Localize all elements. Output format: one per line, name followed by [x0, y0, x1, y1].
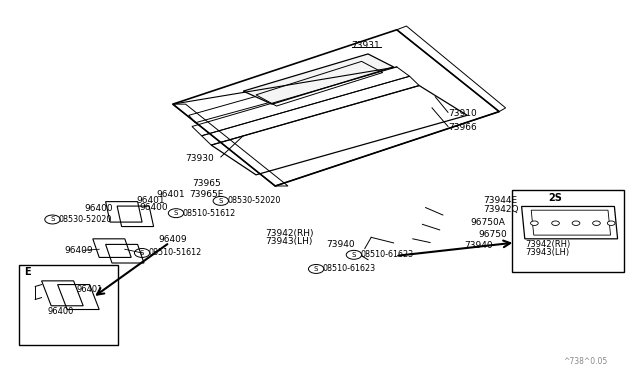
Circle shape: [531, 221, 538, 225]
Text: 08510-61623: 08510-61623: [360, 250, 413, 259]
Text: 96400: 96400: [140, 203, 168, 212]
FancyBboxPatch shape: [19, 265, 118, 345]
Text: 73942(RH): 73942(RH): [266, 229, 314, 238]
Text: 73966: 73966: [448, 123, 477, 132]
Text: 96409: 96409: [159, 235, 188, 244]
Text: 73940: 73940: [326, 240, 355, 249]
Text: 08510-51612: 08510-51612: [148, 248, 202, 257]
Text: 73910: 73910: [448, 109, 477, 118]
Text: S: S: [314, 266, 318, 272]
Text: 96400: 96400: [48, 307, 74, 316]
Text: 96401: 96401: [136, 196, 165, 205]
Text: 96750: 96750: [479, 230, 508, 239]
Text: 08510-51612: 08510-51612: [182, 209, 236, 218]
Text: 73965E: 73965E: [189, 190, 223, 199]
Text: S: S: [51, 217, 54, 222]
FancyBboxPatch shape: [512, 190, 624, 272]
Polygon shape: [243, 54, 394, 104]
Text: 2S: 2S: [548, 193, 563, 203]
Text: 96401: 96401: [77, 285, 103, 294]
Text: E: E: [24, 267, 31, 276]
Text: S: S: [174, 210, 178, 216]
Text: 96400: 96400: [84, 204, 113, 213]
Text: 73930: 73930: [186, 154, 214, 163]
Text: 73942Q: 73942Q: [483, 205, 518, 214]
Text: 73943(LH): 73943(LH): [266, 237, 313, 246]
Text: 73940: 73940: [464, 241, 493, 250]
Text: S: S: [219, 198, 223, 204]
Text: 73942(RH): 73942(RH): [525, 240, 570, 249]
Text: S: S: [140, 250, 144, 256]
Text: 08530-52020: 08530-52020: [59, 215, 112, 224]
Text: 96401: 96401: [157, 190, 186, 199]
Text: 96409: 96409: [64, 246, 93, 255]
Text: 08530-52020: 08530-52020: [227, 196, 280, 205]
Text: 73965: 73965: [192, 179, 221, 188]
Text: 73943(LH): 73943(LH): [525, 248, 569, 257]
Text: 73931: 73931: [351, 41, 380, 50]
Circle shape: [607, 221, 615, 225]
Text: 96750A: 96750A: [470, 218, 505, 227]
Text: 08510-61623: 08510-61623: [323, 264, 376, 273]
Text: 73944E: 73944E: [483, 196, 517, 205]
Text: ^738^0.05: ^738^0.05: [563, 357, 607, 366]
Circle shape: [552, 221, 559, 225]
Text: S: S: [352, 252, 356, 258]
Circle shape: [593, 221, 600, 225]
Circle shape: [572, 221, 580, 225]
